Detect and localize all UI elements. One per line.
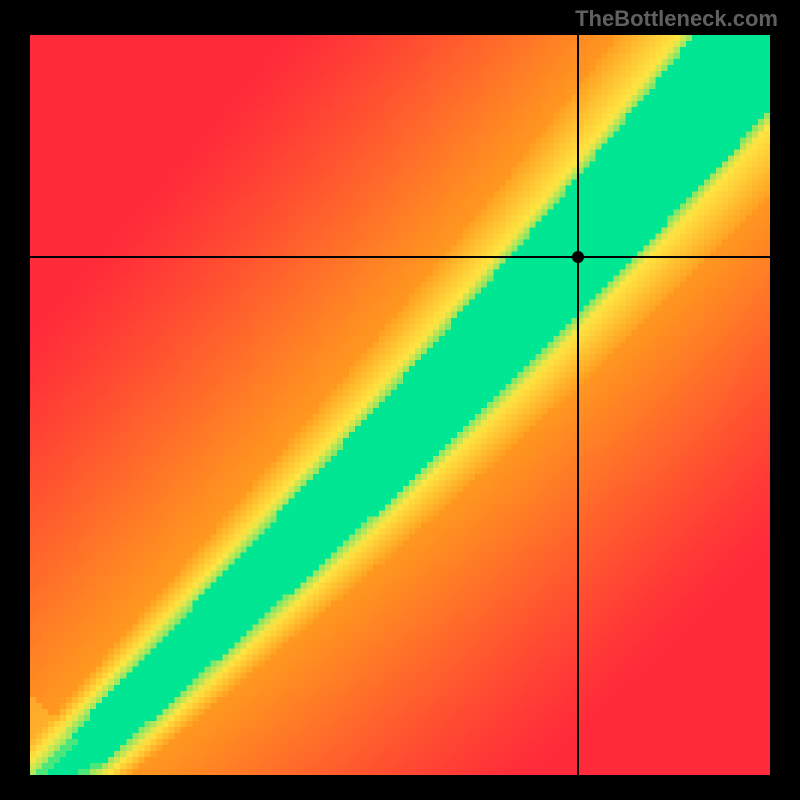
- crosshair-horizontal: [30, 256, 770, 258]
- crosshair-marker: [572, 251, 584, 263]
- chart-container: TheBottleneck.com: [0, 0, 800, 800]
- watermark-text: TheBottleneck.com: [575, 6, 778, 32]
- bottleneck-heatmap: [30, 35, 770, 775]
- crosshair-vertical: [577, 35, 579, 775]
